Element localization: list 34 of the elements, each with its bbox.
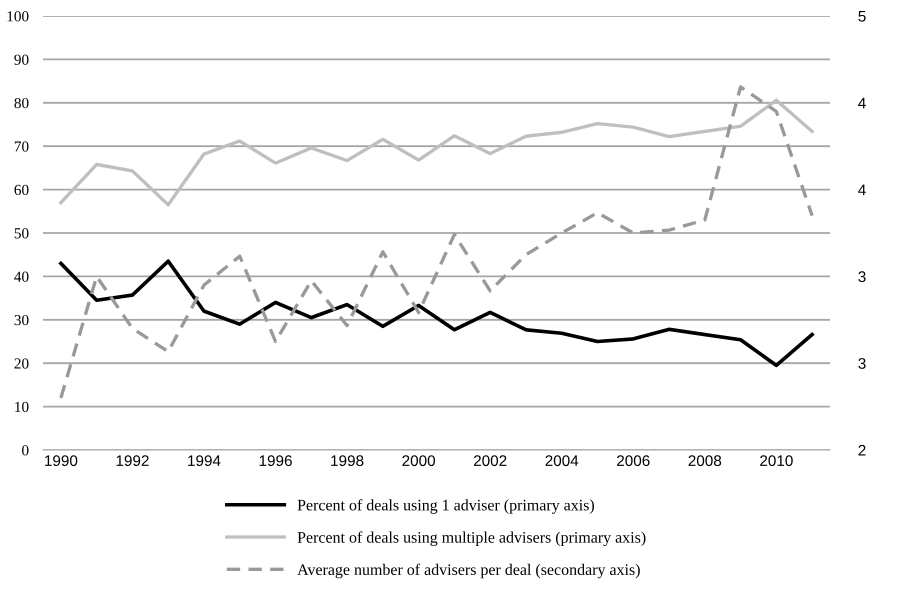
x-tick-label: 2002 [474, 455, 506, 466]
y-tick-label: 30 [14, 314, 29, 326]
x-tick-label: 2008 [688, 455, 722, 466]
x-tick-label: 2006 [617, 455, 650, 466]
line-series [59, 85, 814, 400]
y2-tick-label: 5 [858, 11, 866, 22]
y-tick-label: 10 [15, 402, 29, 412]
x-tick-label: 2000 [402, 455, 436, 466]
y-tick-label: 40 [14, 272, 29, 282]
x-tick-label: 1998 [331, 455, 364, 466]
y2-tick-label: 2 [858, 444, 866, 456]
x-tick-label: 1996 [260, 455, 292, 466]
legend-label: Percent of deals using 1 adviser (primary axis) [298, 499, 594, 514]
y2-tick-label: 3 [858, 358, 866, 369]
y-tick-label: 80 [14, 98, 29, 108]
y-tick-label: 90 [14, 54, 29, 65]
y-tick-label: 70 [14, 141, 29, 152]
y-tick-label: 100 [8, 11, 29, 22]
y-tick-label: 20 [14, 358, 29, 369]
y-tick-label: 60 [14, 184, 29, 196]
x-tick-label: 1992 [116, 455, 149, 466]
y-tick-label: 50 [14, 228, 29, 238]
y2-tick-label: 3 [858, 271, 866, 282]
x-tick-label: 2010 [760, 455, 793, 466]
y2-tick-label: 4 [858, 98, 866, 108]
legend-label: Percent of deals using multiple advisers (primary axis) [298, 531, 646, 546]
x-tick-label: 1990 [45, 455, 78, 466]
x-tick-label: 1994 [188, 455, 221, 466]
legend-label: Average number of advisers per deal (secondary axis) [297, 564, 640, 578]
y2-tick-label: 4 [858, 184, 866, 196]
line-series [59, 98, 814, 206]
line-series [59, 259, 814, 368]
x-tick-label: 2004 [545, 455, 578, 466]
y-tick-label: 0 [22, 445, 29, 456]
